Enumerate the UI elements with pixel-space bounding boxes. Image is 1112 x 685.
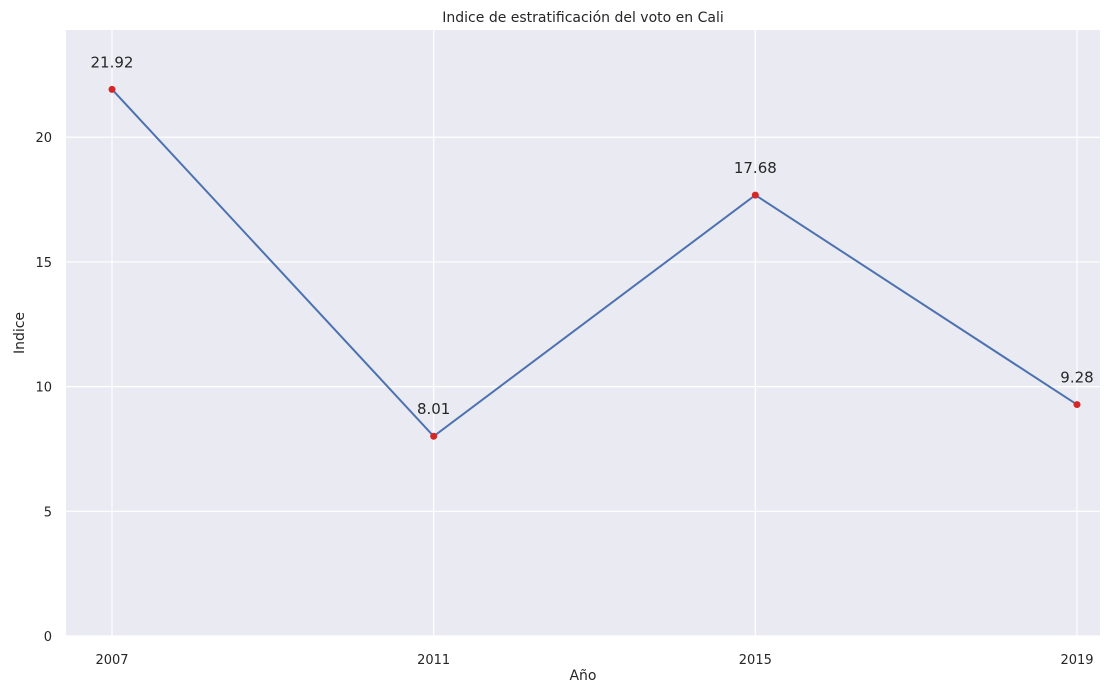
x-tick-label: 2019 — [1060, 653, 1093, 668]
data-point — [108, 85, 116, 93]
data-label: 21.92 — [91, 53, 134, 71]
data-point — [751, 191, 759, 199]
y-tick-label: 15 — [35, 256, 52, 271]
y-axis-ticks: 0 5 10 15 20 — [35, 131, 52, 645]
chart-title: Indice de estratificación del voto en Ca… — [442, 10, 723, 26]
y-tick-label: 5 — [44, 505, 52, 520]
data-point — [1073, 401, 1081, 409]
y-tick-label: 10 — [35, 381, 52, 396]
x-tick-label: 2011 — [417, 653, 450, 668]
x-axis-ticks: 2007 2011 2015 2019 — [95, 653, 1093, 668]
data-point — [430, 432, 438, 440]
y-tick-label: 0 — [44, 630, 52, 645]
y-axis-label: Indice — [12, 312, 28, 354]
series-line — [111, 88, 1078, 438]
x-tick-label: 2007 — [95, 653, 128, 668]
x-tick-label: 2015 — [739, 653, 772, 668]
data-label: 17.68 — [734, 159, 777, 177]
grid-lines — [66, 30, 1100, 637]
series-group: 21.92 8.01 17.68 9.28 — [91, 53, 1094, 440]
data-label: 9.28 — [1060, 369, 1093, 387]
data-label: 8.01 — [417, 400, 450, 418]
plot-area — [66, 30, 1100, 636]
y-tick-label: 20 — [35, 131, 52, 146]
x-axis-label: Año — [569, 668, 596, 684]
